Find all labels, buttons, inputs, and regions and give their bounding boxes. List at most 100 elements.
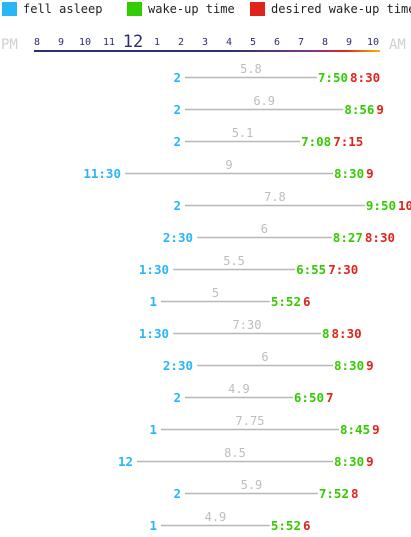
sleep-row: 5.5 1:30 6:55 7:30 [139, 254, 358, 277]
duration-label: 5.8 [240, 62, 262, 76]
desired-label: 7 [326, 390, 334, 405]
sleep-row: 5 1 5:52 6 [149, 286, 310, 309]
duration-label: 6 [261, 350, 268, 364]
asleep-label: 1 [149, 518, 157, 533]
desired-label: 9 [366, 358, 374, 373]
desired-label: 6 [303, 294, 311, 309]
wake-label: 9:50 [366, 198, 396, 213]
asleep-label: 1:30 [139, 262, 169, 277]
tick-label: 1 [154, 37, 160, 48]
asleep-label: 11:30 [83, 166, 121, 181]
tick-label: 8 [34, 37, 40, 48]
duration-label: 8.5 [224, 446, 246, 460]
desired-label: 10 [398, 198, 411, 213]
duration-label: 5.1 [232, 126, 254, 140]
wake-label: 8:27 [333, 230, 363, 245]
legend: fell asleep wake-up time desired wake-up… [2, 2, 411, 16]
sleep-row: 6 2:30 8:30 9 [163, 350, 374, 373]
duration-label: 5.5 [223, 254, 245, 268]
tick-label: 3 [202, 37, 208, 48]
sleep-row: 5.1 2 7:08 7:15 [173, 126, 363, 149]
tick-label: 12 [123, 32, 143, 52]
desired-label: 8 [351, 486, 359, 501]
wake-label: 7:50 [318, 70, 348, 85]
time-axis-line [34, 50, 380, 52]
tick-label: 10 [79, 37, 91, 48]
desired-label: 8:30 [350, 70, 380, 85]
desired-label: 9 [376, 102, 384, 117]
duration-label: 7:30 [233, 318, 262, 332]
tick-label: 10 [367, 37, 379, 48]
desired-label: 8:30 [365, 230, 395, 245]
tick-label: 6 [274, 37, 280, 48]
duration-label: 4.9 [228, 382, 250, 396]
sleep-row: 7.8 2 9:50 10 [173, 190, 411, 213]
duration-label: 4.9 [205, 510, 227, 524]
desired-label: 8:30 [332, 326, 362, 341]
legend-label-desired: desired wake-up time [271, 2, 411, 16]
tick-label: 9 [58, 37, 64, 48]
duration-label: 5 [212, 286, 219, 300]
wake-label: 8:30 [334, 166, 364, 181]
wake-label: 8:45 [340, 422, 370, 437]
legend-swatch-wake [127, 2, 142, 16]
duration-label: 7.8 [264, 190, 286, 204]
legend-label-asleep: fell asleep [23, 2, 102, 16]
sleep-row: 7.75 1 8:45 9 [149, 414, 379, 437]
asleep-label: 2:30 [163, 358, 193, 373]
sleep-row: 6.9 2 8:56 9 [173, 94, 383, 117]
duration-label: 5.9 [241, 478, 263, 492]
sleep-row: 4.9 2 6:50 7 [173, 382, 333, 405]
wake-label: 6:55 [296, 262, 326, 277]
am-label: AM [389, 37, 406, 53]
tick-label: 7 [298, 37, 304, 48]
sleep-row: 8.5 12 8:30 9 [118, 446, 374, 469]
wake-label: 7:52 [319, 486, 349, 501]
wake-label: 8:56 [344, 102, 374, 117]
wake-label: 7:08 [301, 134, 331, 149]
tick-label: 5 [250, 37, 256, 48]
legend-swatch-asleep [2, 2, 17, 16]
tick-label: 2 [178, 37, 184, 48]
sleep-row: 7:30 1:30 8 8:30 [139, 318, 362, 341]
duration-label: 7.75 [236, 414, 265, 428]
wake-label: 6:50 [294, 390, 324, 405]
sleep-row: 911:30 8:30 9 [83, 158, 373, 181]
tick-label: 9 [346, 37, 352, 48]
tick-label: 4 [226, 37, 232, 48]
sleep-row: 5.8 2 7:50 8:30 [173, 62, 380, 85]
asleep-label: 2:30 [163, 230, 193, 245]
legend-label-wake: wake-up time [148, 2, 235, 16]
wake-label: 8 [322, 326, 330, 341]
desired-label: 7:30 [328, 262, 358, 277]
tick-label: 11 [103, 37, 115, 48]
asleep-label: 1 [149, 294, 157, 309]
sleep-row: 4.9 1 5:52 6 [149, 510, 310, 533]
tick-label: 8 [322, 37, 328, 48]
sleep-row: 6 2:30 8:27 8:30 [163, 222, 395, 245]
pm-label: PM [1, 37, 18, 53]
asleep-label: 1:30 [139, 326, 169, 341]
asleep-label: 2 [173, 390, 181, 405]
time-axis-ticks: 8 9 10 11 12 1 2 3 4 5 6 7 8 9 10 [34, 32, 379, 52]
legend-swatch-desired [250, 2, 265, 16]
desired-label: 9 [372, 422, 380, 437]
asleep-label: 2 [173, 486, 181, 501]
sleep-row: 5.9 2 7:52 8 [173, 478, 358, 501]
desired-label: 6 [303, 518, 311, 533]
asleep-label: 2 [173, 102, 181, 117]
desired-label: 9 [366, 166, 374, 181]
wake-label: 8:30 [334, 454, 364, 469]
asleep-label: 2 [173, 134, 181, 149]
asleep-label: 12 [118, 454, 133, 469]
desired-label: 9 [366, 454, 374, 469]
wake-label: 8:30 [334, 358, 364, 373]
asleep-label: 2 [173, 198, 181, 213]
duration-label: 9 [225, 158, 232, 172]
asleep-label: 1 [149, 422, 157, 437]
duration-label: 6 [261, 222, 268, 236]
duration-label: 6.9 [253, 94, 275, 108]
wake-label: 5:52 [271, 518, 301, 533]
